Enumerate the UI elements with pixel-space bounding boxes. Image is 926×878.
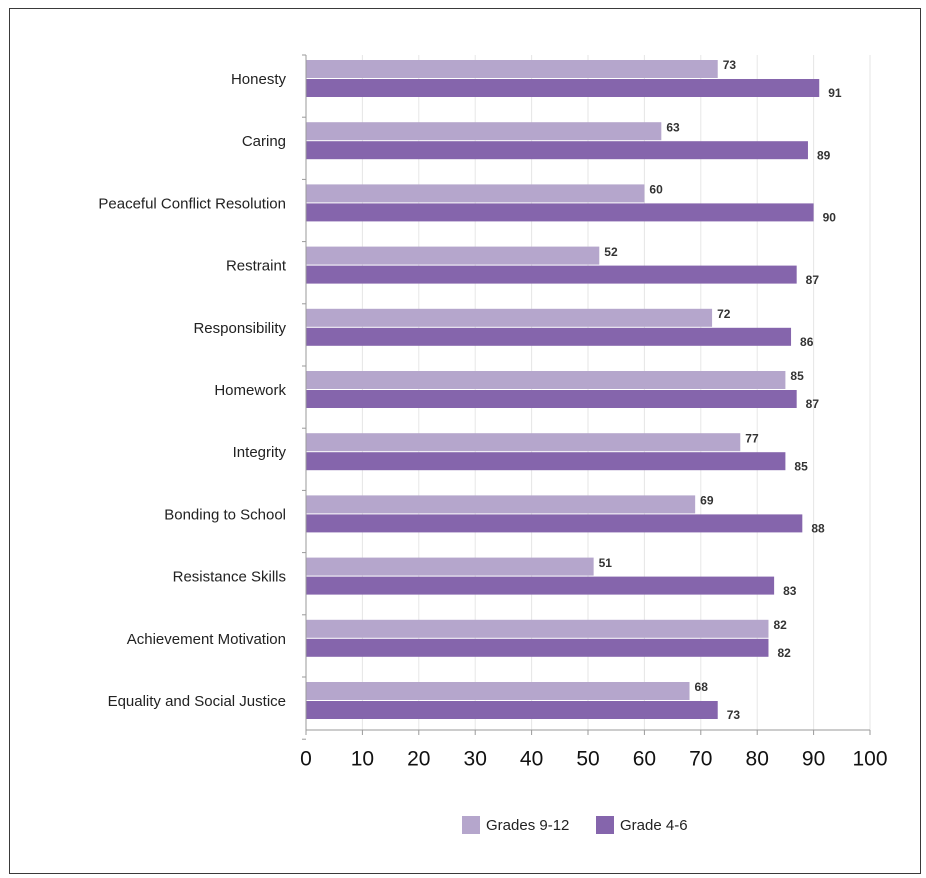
data-label: 73 [723,58,737,72]
bar-grades-9-12 [306,495,696,514]
legend-swatch [462,816,480,834]
bars [306,60,820,719]
data-label: 88 [811,522,825,536]
bar-grade-4-6 [306,390,797,408]
x-tick-label: 60 [633,748,656,771]
data-label: 85 [794,459,808,473]
data-label: 52 [604,245,618,259]
x-tick-label: 40 [520,748,543,771]
x-tick-label: 20 [407,748,430,771]
bar-grade-4-6 [306,452,786,471]
bar-grade-4-6 [306,141,808,160]
bar-grade-4-6 [306,265,797,284]
category-label: Restraint [226,258,287,275]
category-label: Bonding to School [164,506,286,523]
legend-label: Grades 9-12 [486,817,569,834]
category-label: Resistance Skills [173,569,286,586]
x-tick-label: 90 [802,748,825,771]
bar-grades-9-12 [306,557,594,576]
data-label: 82 [773,618,787,632]
data-label: 91 [828,86,842,100]
data-label: 51 [599,556,613,570]
x-tick-label: 30 [464,748,487,771]
data-label: 83 [783,584,797,598]
x-tick-label: 10 [351,748,374,771]
category-label: Integrity [233,444,287,461]
x-tick-label: 80 [746,748,769,771]
data-label: 68 [695,680,709,694]
data-label: 90 [823,211,837,225]
bar-grade-4-6 [306,79,820,97]
bar-grades-9-12 [306,682,690,700]
x-tick-label: 50 [576,748,599,771]
data-label: 69 [700,494,714,508]
bar-grade-4-6 [306,576,775,595]
legend-swatch [596,816,614,834]
legend: Grades 9-12 Grade 4-6 [462,816,688,834]
category-label: Honesty [231,71,287,88]
data-label: 89 [817,148,831,162]
bar-grades-9-12 [306,433,741,452]
bar-grade-4-6 [306,203,814,222]
gridlines [361,55,871,730]
axes: 0 10 20 30 40 50 60 70 80 90 100 [300,54,888,771]
bar-grades-9-12 [306,308,713,327]
data-label: 87 [806,273,820,287]
data-label: 63 [666,120,680,134]
category-label: Homework [214,382,286,399]
x-tick-label: 70 [689,748,712,771]
category-label: Responsibility [193,320,286,337]
data-label: 82 [777,646,791,660]
category-label: Equality and Social Justice [108,693,286,710]
bar-grades-9-12 [306,371,786,389]
x-tick-label: 0 [300,748,312,771]
data-label: 77 [745,431,759,445]
data-label: 72 [717,307,731,321]
bar-grade-4-6 [306,514,803,533]
data-label: 60 [649,183,663,197]
data-label: 86 [800,335,814,349]
bar-grade-4-6 [306,701,718,719]
data-label: 85 [790,369,804,383]
category-label: Achievement Motivation [127,631,286,648]
category-label: Peaceful Conflict Resolution [98,195,286,212]
data-label: 87 [806,397,820,411]
x-tick-label: 100 [852,748,887,771]
data-label: 73 [727,708,741,722]
bar-grade-4-6 [306,327,792,346]
labels: 73 91 Honesty 63 89 Caring 60 90 Peaceful Confli… [98,58,842,722]
bar-grades-9-12 [306,60,718,78]
bar-grades-9-12 [306,184,645,203]
bar-grades-9-12 [306,246,600,265]
bar-grade-4-6 [306,638,769,657]
legend-label: Grade 4-6 [620,817,688,834]
bar-grades-9-12 [306,122,662,141]
bar-grades-9-12 [306,619,769,638]
category-label: Caring [242,133,286,150]
